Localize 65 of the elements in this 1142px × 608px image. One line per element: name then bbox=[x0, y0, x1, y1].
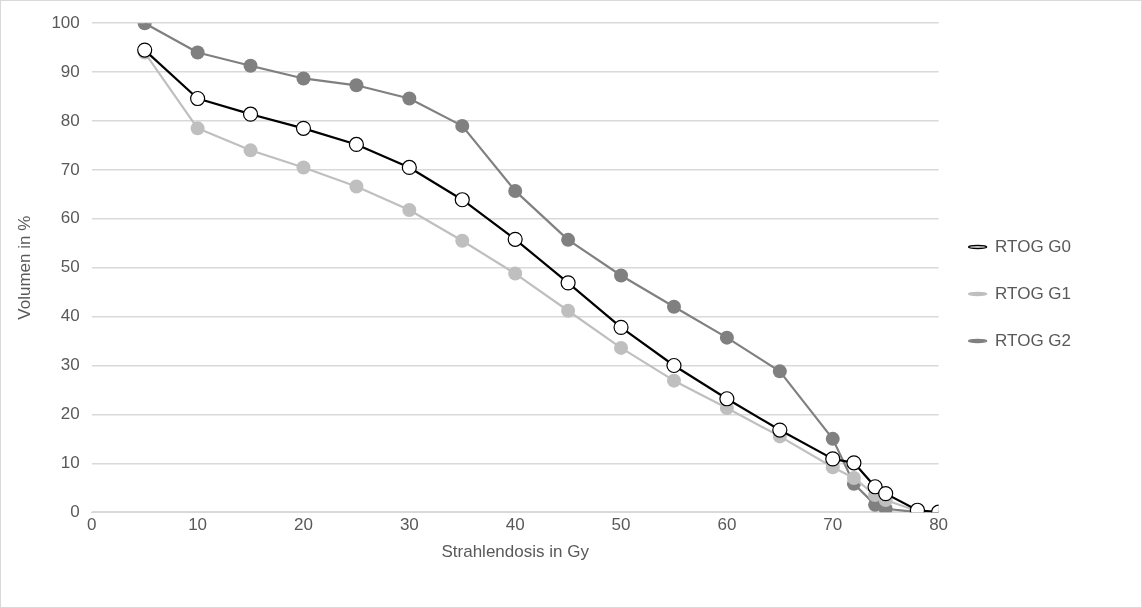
point bbox=[508, 183, 523, 198]
x-tick-label: 80 bbox=[929, 515, 949, 535]
point bbox=[242, 106, 259, 122]
y-tick-label: 100 bbox=[51, 12, 80, 32]
y-tick-label: 80 bbox=[60, 110, 80, 130]
y-tick-label: 10 bbox=[60, 452, 80, 472]
point bbox=[561, 303, 576, 318]
point bbox=[846, 455, 862, 471]
point bbox=[825, 431, 840, 446]
point bbox=[190, 121, 205, 136]
point bbox=[846, 470, 861, 485]
point bbox=[455, 233, 470, 248]
point bbox=[348, 136, 364, 153]
point bbox=[190, 90, 206, 107]
point bbox=[719, 330, 734, 345]
point bbox=[613, 319, 629, 335]
point bbox=[666, 373, 681, 388]
point bbox=[867, 479, 883, 495]
legend-label: RTOG G2 bbox=[995, 330, 1072, 350]
x-tick-label: 70 bbox=[823, 515, 843, 535]
point bbox=[507, 231, 523, 247]
point bbox=[666, 357, 682, 374]
point bbox=[825, 451, 841, 467]
point bbox=[243, 143, 258, 158]
legend-label: RTOG G1 bbox=[995, 283, 1072, 303]
point bbox=[772, 364, 787, 379]
point bbox=[878, 486, 894, 502]
point bbox=[401, 159, 417, 176]
point bbox=[454, 192, 470, 208]
x-axis-title: Strahlendosis in Gy bbox=[441, 542, 590, 562]
point bbox=[560, 275, 576, 291]
y-tick-label: 60 bbox=[60, 208, 80, 228]
point bbox=[402, 91, 417, 106]
point bbox=[666, 299, 681, 314]
x-tick-label: 10 bbox=[188, 515, 208, 535]
y-tick-label: 0 bbox=[70, 501, 80, 521]
point bbox=[455, 118, 470, 133]
point bbox=[190, 45, 205, 60]
x-tick-label: 50 bbox=[611, 515, 631, 535]
point bbox=[561, 232, 576, 247]
point bbox=[614, 340, 629, 355]
point bbox=[243, 58, 258, 73]
point bbox=[614, 268, 629, 283]
point bbox=[772, 422, 788, 438]
point bbox=[508, 266, 523, 281]
y-tick-label: 50 bbox=[60, 257, 80, 277]
point bbox=[296, 160, 311, 175]
y-tick-label: 30 bbox=[60, 355, 80, 375]
y-axis-title: Volumen in % bbox=[14, 215, 34, 320]
x-tick-label: 60 bbox=[717, 515, 737, 535]
x-tick-label: 20 bbox=[294, 515, 313, 535]
x-tick-label: 0 bbox=[87, 515, 97, 535]
y-tick-label: 40 bbox=[60, 306, 80, 326]
point bbox=[296, 71, 311, 86]
y-tick-label: 90 bbox=[60, 61, 80, 81]
point bbox=[349, 78, 364, 93]
legend-label: RTOG G0 bbox=[995, 236, 1072, 256]
point bbox=[295, 120, 312, 136]
point bbox=[349, 179, 364, 194]
x-tick-label: 30 bbox=[399, 515, 419, 535]
y-tick-label: 20 bbox=[60, 404, 80, 424]
x-tick-label: 40 bbox=[505, 515, 525, 535]
point bbox=[719, 391, 735, 407]
point bbox=[402, 203, 417, 217]
y-tick-label: 70 bbox=[60, 159, 80, 179]
